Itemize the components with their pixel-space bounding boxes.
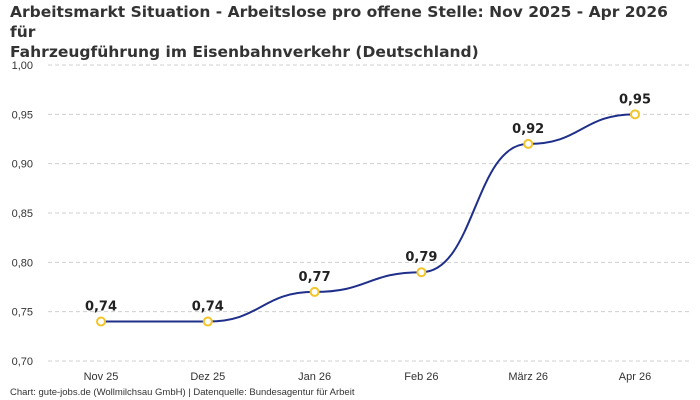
y-tick-label: 0,80 [12,257,33,269]
data-label: 0,95 [619,92,651,107]
chart-title: Arbeitsmarkt Situation - Arbeitslose pro… [10,2,690,62]
data-label: 0,77 [299,270,331,285]
y-tick-label: 1,00 [12,60,33,72]
data-label: 0,79 [405,250,437,265]
data-point [309,286,320,297]
data-point [96,316,106,327]
x-tick-label: Jan 26 [298,371,331,383]
y-tick-label: 0,70 [12,356,33,368]
data-point [202,316,213,327]
x-tick-label: März 26 [508,371,548,383]
data-point [630,109,640,120]
series-line [100,113,636,323]
data-label: 0,74 [85,300,117,315]
y-tick-label: 0,95 [12,109,33,121]
chart-caption: Chart: gute-jobs.de (Wollmilchsau GmbH) … [10,387,355,398]
x-tick-label: Nov 25 [84,371,119,383]
y-tick-label: 0,90 [12,159,33,171]
x-tick-label: Dez 25 [190,371,225,383]
data-point [416,267,427,278]
chart-title-line-2: Fahrzeugführung im Eisenbahnverkehr (Deu… [10,43,479,61]
y-tick-label: 0,85 [12,208,33,220]
chart-title-line-1: Arbeitsmarkt Situation - Arbeitslose pro… [10,3,668,41]
y-tick-label: 0,75 [12,307,33,319]
x-tick-label: Feb 26 [404,371,438,383]
x-tick-label: Apr 26 [619,371,651,383]
data-label: 0,92 [512,122,544,137]
data-label: 0,74 [192,300,224,315]
data-point [523,138,534,149]
